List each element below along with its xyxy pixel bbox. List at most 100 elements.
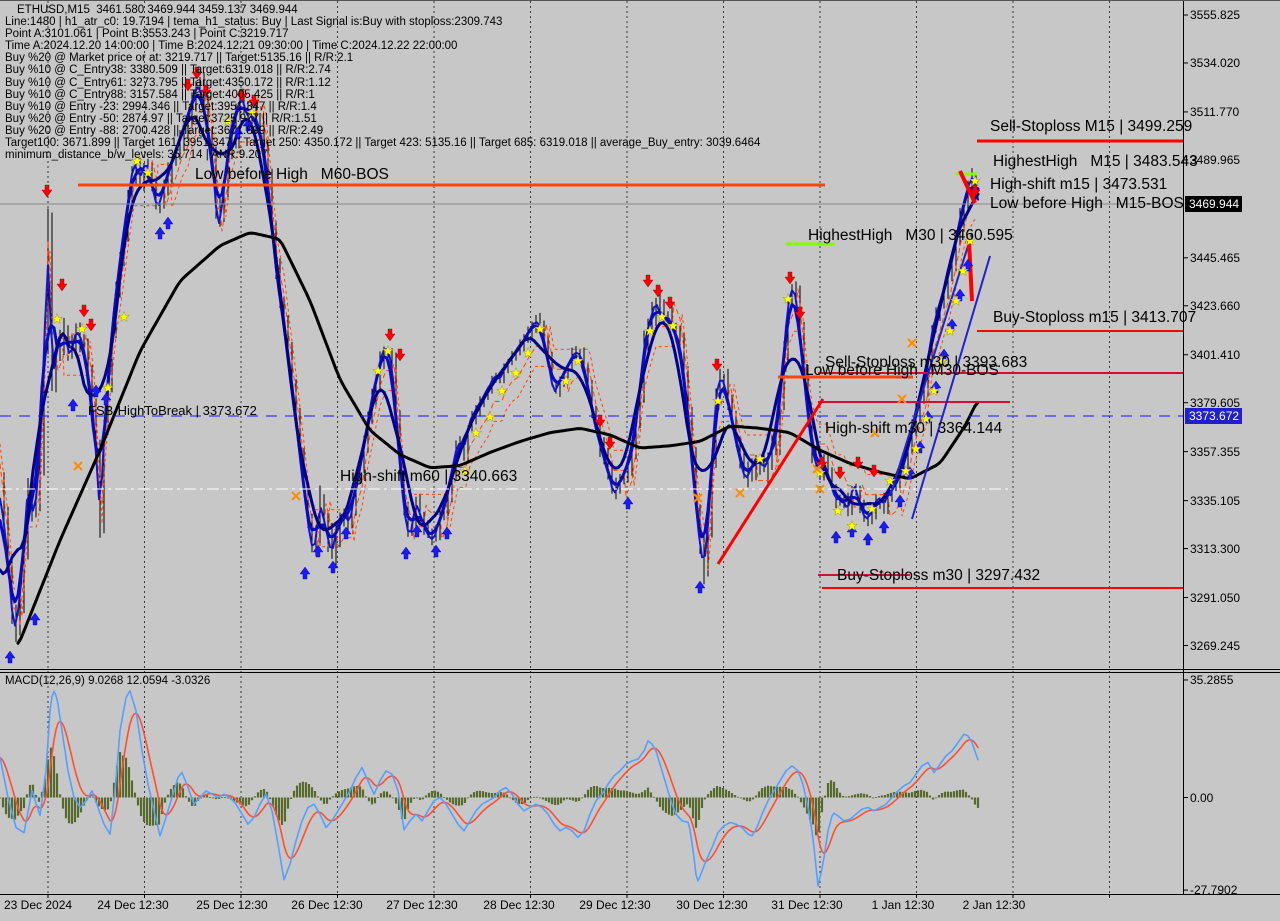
buy-arrow-icon [340,526,352,540]
info-line: Buy %10 @ C_Entry38: 3380.509 || Target:… [5,64,331,77]
star-signal-icon [957,264,969,277]
macd-tick-label: -27.7902 [1190,883,1238,898]
time-tick-label: 23 Dec 2024 [4,898,73,912]
sell-arrow-icon [852,456,864,470]
star-signal-icon [510,366,522,379]
sell-arrow-icon [604,436,616,450]
time-tick-label: 28 Dec 12:30 [483,898,555,912]
star-signal-icon [754,452,766,465]
star-signal-icon [484,410,496,423]
price-tick-label: 3313.300 [1190,541,1241,556]
sell-arrow-icon [56,278,68,292]
buy-arrow-icon [232,126,244,140]
buy-arrow-icon [622,496,634,510]
star-signal-icon [920,412,932,425]
buy-arrow-icon [878,520,890,534]
macd-layer [0,690,980,887]
star-signal-icon [900,464,912,477]
sell-arrow-icon [711,358,723,372]
sell-arrow-icon [384,328,396,342]
price-tick-label: 3423.660 [1190,298,1241,313]
price-tick-label: 3534.020 [1190,55,1241,70]
ma-layer [0,86,980,645]
price-tick-label: 3335.105 [1190,493,1241,508]
time-tick-label: 27 Dec 12:30 [386,898,458,912]
fsb-level-badge: 3373.672 [1185,407,1243,424]
star-signal-icon [866,502,878,515]
blue-trendline-1[interactable] [889,232,973,497]
buy-arrow-icon [327,560,339,574]
info-line: ETHUSD,M15 3461.580 3469.944 3459.137 34… [17,4,298,16]
star-signal-icon [222,114,234,127]
info-line: Point A:3101.061 | Point B:3553.243 | Po… [5,28,289,41]
time-tick-label: 31 Dec 12:30 [771,898,843,912]
sell-arrow-icon [794,306,806,320]
price-tick-label: 3489.965 [1190,152,1241,167]
star-signal-icon [102,381,114,394]
buy-arrow-icon [67,398,79,412]
price-tick-label: 3269.245 [1190,638,1241,653]
buy-arrow-icon [299,566,311,580]
buy-arrow-icon [411,524,423,538]
markers-layer [4,66,981,664]
price-tick-label: 3555.825 [1190,8,1241,22]
buy-arrow-icon [4,650,16,664]
star-signal-icon [131,154,143,167]
info-line: Buy %10 @ Entry -23: 2994.346 || Target:… [5,100,317,113]
star-signal-icon [470,426,482,439]
time-tick-label: 29 Dec 12:30 [579,898,651,912]
buy-arrow-icon [400,546,412,560]
time-tick-label: 26 Dec 12:30 [291,898,363,912]
macd-tick-label: 35.2855 [1190,672,1234,687]
buy-arrow-icon [100,392,112,406]
price-tick-label: 3379.605 [1190,395,1241,410]
star-signal-icon [832,504,844,517]
star-signal-icon [667,319,679,332]
current-price-badge: 3469.944 [1185,195,1243,212]
star-signal-icon [782,292,794,305]
info-line: minimum_distance_b/w_levels: 35.714 | AN… [5,149,268,162]
macd-indicator-label: MACD(12,26,9) 9.0268 12.0594 -3.0326 [5,675,211,687]
info-line: Line:1480 | h1_atr_c0: 19.7194 | tema_h1… [5,16,503,29]
star-signal-icon [459,464,471,477]
star-signal-icon [712,394,724,407]
levels-layer [0,139,1183,589]
info-line: Buy %10 @ C_Entry61: 3273.795 || Target:… [5,76,331,89]
star-signal-icon [964,234,976,247]
sell-arrow-icon [652,284,664,298]
sell-arrow-icon [594,414,606,428]
info-line: Buy %10 @ C_Entry88: 3157.584 || Target:… [5,88,315,101]
sell-arrow-icon [236,88,248,102]
star-signal-icon [944,324,956,337]
buy-arrow-icon [862,532,874,546]
star-signal-icon [496,384,508,397]
chart-info-overlay: ETHUSD,M15 3461.580 3469.944 3459.137 34… [5,4,760,161]
sell-arrow-icon [248,94,260,108]
star-signal-icon [656,310,668,323]
buy-arrow-icon [954,288,966,302]
star-signal-icon [51,312,63,325]
star-signal-icon [910,442,922,455]
sell-arrow-icon [41,184,53,198]
sell-arrow-icon [394,348,406,362]
info-line: Buy %20 @ Entry -50: 2874.97 || Target:3… [5,112,317,125]
star-signal-icon [522,346,534,359]
star-signal-icon [76,322,88,335]
sell-arrow-icon [642,274,654,288]
red-highlight-2[interactable] [967,240,974,302]
star-signal-icon [936,354,948,367]
red-highlight-1[interactable] [958,170,977,204]
buy-arrow-icon [846,524,858,538]
star-signal-icon [534,322,546,335]
star-signal-icon [382,344,394,357]
sell-arrow-icon [200,84,212,98]
red-trendline[interactable] [716,398,825,565]
star-signal-icon [950,294,962,307]
buy-arrow-icon [962,258,974,272]
buy-arrow-icon [830,530,842,544]
blue-trendline-2[interactable] [911,255,991,520]
macd-tick-label: 0.00 [1190,790,1214,805]
sell-arrow-icon [85,318,97,332]
info-line: Buy %20 @ Market price or at: 3219.717 |… [5,52,354,65]
